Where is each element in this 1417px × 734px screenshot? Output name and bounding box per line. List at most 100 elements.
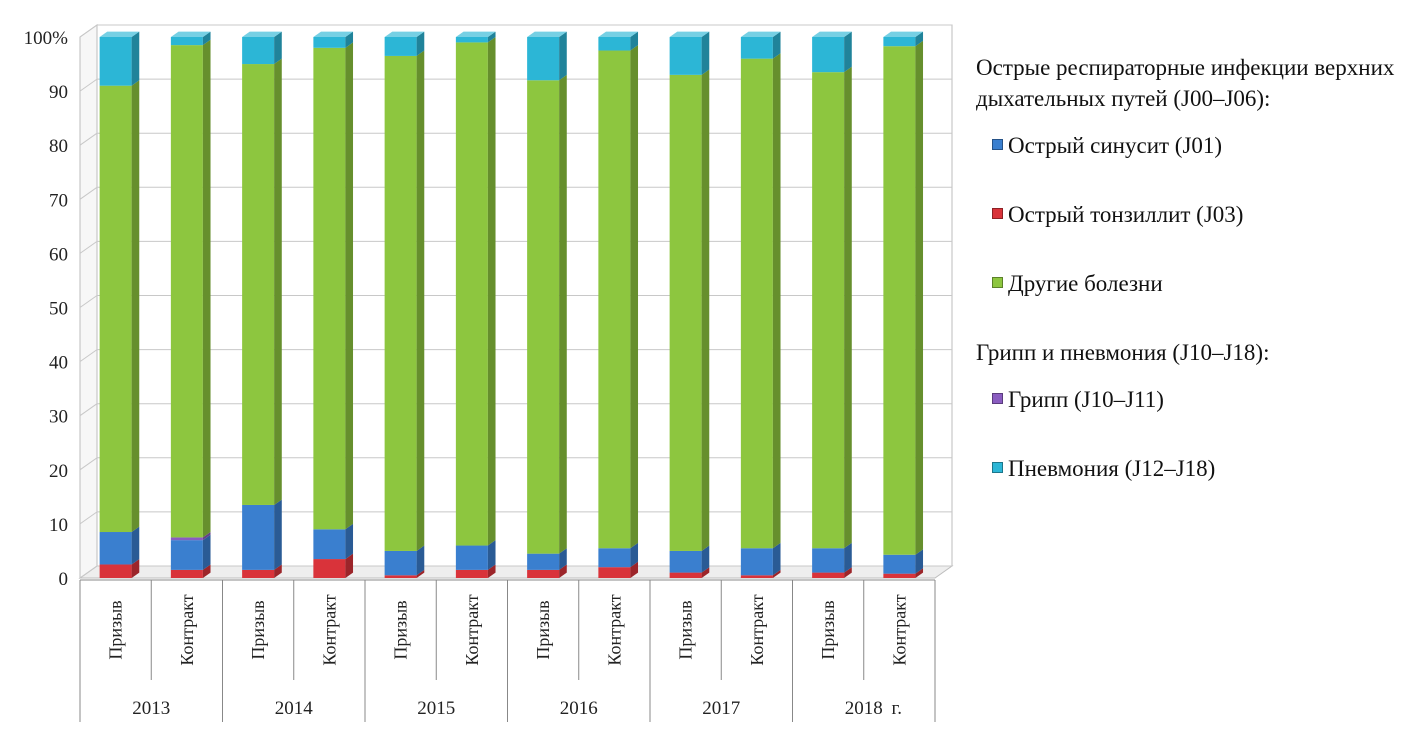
bar-segment-side bbox=[915, 549, 924, 574]
x-category-label: Контракт bbox=[889, 594, 909, 665]
bar-segment bbox=[313, 47, 346, 530]
stacked-bar-chart: 0 10 20 30 40 50 60 70 80 90 100% Призыв Контракт При… bbox=[24, 24, 954, 722]
gridline-side bbox=[79, 132, 98, 146]
bar-stack bbox=[99, 31, 140, 578]
legend-swatch-other-diseases bbox=[992, 277, 1003, 288]
bar-segment-side bbox=[487, 540, 496, 570]
gridline-side bbox=[79, 240, 98, 254]
bar-segment-side bbox=[131, 559, 140, 578]
bar-segment bbox=[812, 548, 845, 573]
bar-stack bbox=[669, 31, 710, 578]
y-tick-label: 30 bbox=[49, 407, 68, 428]
bar-segment-side bbox=[202, 532, 211, 541]
legend-item-flu: Грипп (J10–J11) bbox=[976, 384, 1408, 415]
bar-segment-side bbox=[630, 542, 639, 568]
y-tick-label: 60 bbox=[49, 244, 68, 265]
bar-segment-side bbox=[345, 553, 354, 578]
bar-segment bbox=[313, 559, 346, 578]
bar-segment-side bbox=[772, 53, 781, 549]
bar-segment-side bbox=[559, 548, 567, 570]
bar-segment bbox=[384, 575, 417, 578]
bar-segment-side bbox=[345, 42, 354, 530]
bar-top-cap bbox=[384, 31, 425, 37]
grid-layer bbox=[78, 24, 954, 579]
bar-segment bbox=[455, 37, 488, 43]
bar-segment bbox=[669, 572, 702, 578]
bar-stack bbox=[455, 31, 496, 578]
bar-stack bbox=[170, 31, 211, 578]
bar-top-cap bbox=[313, 31, 354, 37]
bar-segment-side bbox=[559, 74, 567, 554]
bar-stack bbox=[313, 31, 354, 578]
bar-segment bbox=[598, 567, 631, 578]
bar-segment-side bbox=[701, 69, 710, 551]
y-tick-label: 20 bbox=[49, 461, 68, 482]
bar-segment-side bbox=[487, 37, 496, 546]
x-category-label: Контракт bbox=[177, 594, 197, 665]
bar-segment-side bbox=[345, 31, 354, 48]
bar-segment bbox=[527, 80, 560, 554]
legend-label-tonsillitis: Острый тонзиллит (J03) bbox=[1008, 202, 1244, 227]
x-year-label: 2014 bbox=[275, 698, 314, 719]
bar-segment-side bbox=[844, 31, 852, 73]
legend-item-other-diseases: Другие болезни bbox=[976, 268, 1408, 299]
x-category-label: Контракт bbox=[604, 594, 624, 665]
legend: Острые респираторные инфекции верхних ды… bbox=[976, 52, 1408, 522]
legend-group-title-upper-respiratory: Острые респираторные инфекции верхних ды… bbox=[976, 55, 1395, 111]
bar-stack bbox=[740, 31, 781, 578]
bar-segment bbox=[455, 545, 488, 570]
bar-segment bbox=[812, 37, 845, 73]
bar-segment bbox=[598, 548, 631, 568]
bar-segment bbox=[170, 45, 203, 538]
bar-segment-side bbox=[844, 66, 852, 549]
bar-segment bbox=[242, 37, 275, 65]
gridline-side bbox=[79, 349, 98, 363]
x-year-label: 2016 bbox=[560, 698, 598, 719]
bar-segment bbox=[313, 529, 346, 560]
bar-segment bbox=[242, 64, 275, 505]
bar-segment bbox=[883, 37, 916, 47]
x-category-label: Призыв bbox=[818, 600, 838, 659]
bar-segment bbox=[740, 548, 773, 576]
bar-segment bbox=[99, 532, 132, 565]
bar-segment bbox=[99, 85, 132, 533]
legend-label-sinusitis: Острый синусит (J01) bbox=[1008, 133, 1223, 158]
bar-top-cap bbox=[598, 31, 639, 37]
y-tick-label: 0 bbox=[59, 569, 69, 590]
legend-swatch-sinusitis bbox=[992, 139, 1003, 150]
gridline-side bbox=[79, 403, 98, 417]
legend-swatch-flu bbox=[992, 393, 1003, 404]
bar-segment bbox=[313, 37, 346, 48]
bar-segment bbox=[740, 58, 773, 549]
bar-segment-side bbox=[202, 39, 211, 538]
gridline-side bbox=[79, 78, 98, 92]
bar-stack bbox=[242, 31, 282, 578]
bar-segment-side bbox=[274, 499, 282, 570]
legend-item-sinusitis: Острый синусит (J01) bbox=[976, 130, 1408, 161]
y-tick-label: 80 bbox=[49, 136, 68, 157]
bar-top-cap bbox=[527, 31, 567, 37]
legend-group-title-flu-pneumonia: Грипп и пневмония (J10–J18): bbox=[976, 340, 1270, 365]
bar-segment-side bbox=[844, 542, 852, 573]
gridline-side bbox=[79, 295, 98, 308]
bar-segment bbox=[170, 37, 203, 46]
bar-stack bbox=[527, 31, 567, 578]
bar-segment bbox=[812, 572, 845, 578]
y-tick-label: 40 bbox=[49, 353, 68, 374]
bar-segment-side bbox=[131, 31, 140, 86]
bar-segment-side bbox=[630, 31, 639, 51]
legend-label-other-diseases: Другие болезни bbox=[1008, 271, 1163, 296]
bar-stack bbox=[598, 31, 639, 578]
bar-segment-side bbox=[701, 567, 710, 578]
x-category-label: Призыв bbox=[106, 600, 126, 659]
bar-segment-side bbox=[559, 31, 567, 81]
x-category-label: Призыв bbox=[676, 600, 696, 659]
bar-segment-side bbox=[274, 31, 282, 65]
bar-segment bbox=[669, 74, 702, 551]
axis-layer: 0 10 20 30 40 50 60 70 80 90 100% Призыв Контракт При… bbox=[24, 28, 936, 722]
bar-segment-side bbox=[487, 564, 496, 578]
bar-segment bbox=[455, 569, 488, 578]
bar-top-cap bbox=[812, 31, 852, 37]
y-tick-label: 100% bbox=[24, 28, 69, 49]
bar-segment bbox=[669, 37, 702, 75]
